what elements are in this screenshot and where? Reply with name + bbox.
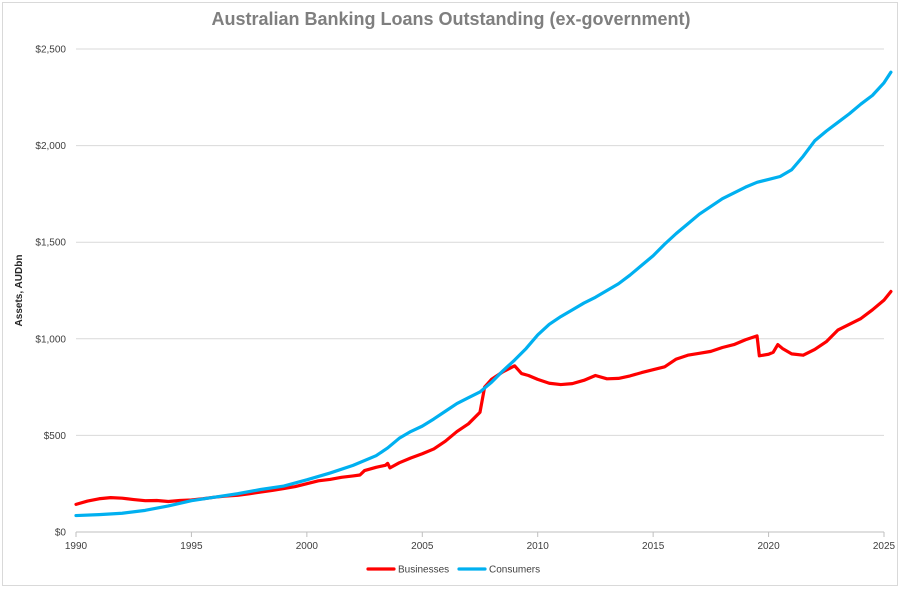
legend-label-consumers: Consumers <box>489 565 540 576</box>
series-lines <box>74 70 893 518</box>
x-tick-label: 2020 <box>757 541 780 552</box>
series-line-businesses <box>74 289 893 506</box>
x-tick-label: 2015 <box>642 541 665 552</box>
y-tick-label: $500 <box>44 431 67 442</box>
x-tick-label: 1995 <box>180 541 203 552</box>
y-tick-label: $2,000 <box>35 141 66 152</box>
legend-label-businesses: Businesses <box>398 565 449 576</box>
series-line-consumers <box>74 70 893 518</box>
y-tick-label: $1,500 <box>35 238 66 249</box>
y-axis-label: Assets, AUDbn <box>14 255 25 327</box>
y-axis-ticks: $0 $500 $1,000 $1,500 $2,000 $2,500 <box>35 45 66 539</box>
x-tick-label: 2025 <box>873 541 896 552</box>
x-tick-label: 2010 <box>527 541 550 552</box>
y-tick-label: $2,500 <box>35 45 66 56</box>
x-axis-ticks: 1990 1995 2000 2005 2010 2015 2020 2025 <box>65 532 896 552</box>
y-tick-label: $0 <box>55 528 67 539</box>
gridlines <box>76 48 884 436</box>
x-tick-label: 2005 <box>411 541 434 552</box>
x-tick-label: 2000 <box>296 541 319 552</box>
y-tick-label: $1,000 <box>35 334 66 345</box>
chart-title: Australian Banking Loans Outstanding (ex… <box>211 9 691 29</box>
legend: Businesses Consumers <box>366 565 540 576</box>
x-tick-label: 1990 <box>65 541 88 552</box>
